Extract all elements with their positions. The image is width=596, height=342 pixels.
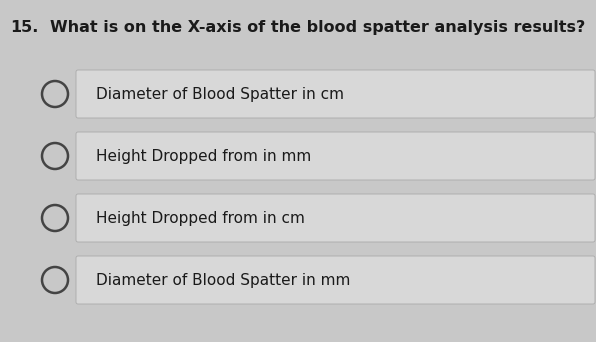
Text: Diameter of Blood Spatter in mm: Diameter of Blood Spatter in mm xyxy=(96,273,350,288)
Circle shape xyxy=(42,267,68,293)
FancyBboxPatch shape xyxy=(76,70,595,118)
Text: Height Dropped from in mm: Height Dropped from in mm xyxy=(96,148,311,163)
Text: What is on the X-axis of the blood spatter analysis results?: What is on the X-axis of the blood spatt… xyxy=(50,20,585,35)
FancyBboxPatch shape xyxy=(76,194,595,242)
FancyBboxPatch shape xyxy=(76,132,595,180)
Text: Diameter of Blood Spatter in cm: Diameter of Blood Spatter in cm xyxy=(96,87,344,102)
Text: 15.: 15. xyxy=(10,20,38,35)
FancyBboxPatch shape xyxy=(76,256,595,304)
Circle shape xyxy=(42,143,68,169)
Circle shape xyxy=(42,81,68,107)
Text: Height Dropped from in cm: Height Dropped from in cm xyxy=(96,210,305,225)
Circle shape xyxy=(42,205,68,231)
